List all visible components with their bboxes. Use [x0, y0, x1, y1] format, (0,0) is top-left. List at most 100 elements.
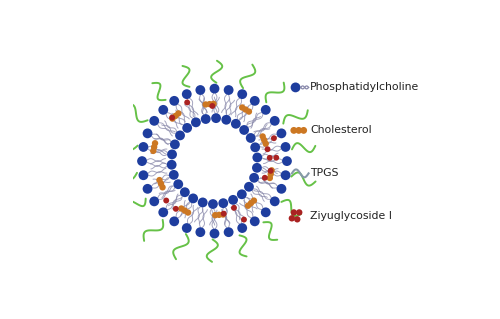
Circle shape	[261, 105, 270, 115]
Circle shape	[170, 139, 180, 149]
Text: TPGS: TPGS	[310, 168, 339, 178]
Circle shape	[210, 103, 216, 109]
Circle shape	[260, 133, 266, 140]
Circle shape	[224, 85, 234, 95]
Circle shape	[182, 123, 192, 133]
Circle shape	[152, 140, 158, 146]
Circle shape	[175, 110, 182, 117]
Circle shape	[276, 129, 286, 138]
Circle shape	[282, 156, 292, 166]
Circle shape	[261, 207, 270, 217]
Circle shape	[170, 96, 179, 106]
Circle shape	[158, 207, 168, 217]
Circle shape	[244, 182, 254, 192]
Circle shape	[231, 205, 237, 211]
Circle shape	[267, 155, 272, 161]
Circle shape	[296, 127, 302, 134]
Circle shape	[290, 83, 300, 92]
Circle shape	[164, 197, 169, 204]
Circle shape	[182, 89, 192, 99]
Circle shape	[184, 100, 190, 105]
Circle shape	[288, 215, 295, 221]
Circle shape	[172, 113, 178, 119]
Circle shape	[218, 198, 228, 208]
Circle shape	[202, 101, 209, 108]
Circle shape	[250, 142, 260, 152]
Circle shape	[212, 212, 218, 219]
Circle shape	[290, 127, 298, 134]
Circle shape	[231, 119, 240, 129]
Circle shape	[222, 115, 231, 125]
Circle shape	[170, 216, 179, 226]
Circle shape	[296, 209, 302, 216]
Text: Ziyuglycoside I: Ziyuglycoside I	[310, 211, 392, 221]
Circle shape	[156, 177, 162, 183]
Circle shape	[266, 175, 273, 181]
Circle shape	[300, 127, 307, 134]
Circle shape	[264, 146, 270, 152]
Circle shape	[169, 115, 175, 122]
Circle shape	[169, 170, 178, 180]
Circle shape	[188, 194, 198, 203]
Circle shape	[220, 211, 226, 218]
Circle shape	[242, 106, 249, 113]
Circle shape	[180, 187, 190, 197]
Circle shape	[185, 209, 191, 216]
Circle shape	[216, 211, 222, 218]
Circle shape	[238, 223, 247, 233]
Circle shape	[290, 209, 297, 216]
Circle shape	[262, 140, 269, 147]
Circle shape	[210, 229, 220, 239]
Circle shape	[210, 84, 220, 93]
Circle shape	[271, 135, 277, 141]
Circle shape	[211, 113, 221, 123]
Circle shape	[221, 211, 226, 217]
Circle shape	[245, 203, 251, 209]
Circle shape	[191, 117, 201, 127]
Circle shape	[270, 197, 280, 206]
Circle shape	[252, 163, 262, 173]
Circle shape	[248, 200, 254, 206]
Circle shape	[182, 223, 192, 233]
Circle shape	[150, 116, 159, 126]
Circle shape	[262, 175, 268, 181]
Circle shape	[210, 100, 216, 107]
Circle shape	[224, 227, 234, 237]
Circle shape	[142, 129, 152, 138]
Text: Cholesterol: Cholesterol	[310, 125, 372, 135]
Circle shape	[196, 85, 205, 95]
Circle shape	[138, 142, 148, 152]
Circle shape	[160, 184, 166, 190]
Circle shape	[198, 197, 207, 207]
Circle shape	[268, 168, 274, 174]
Circle shape	[238, 89, 247, 99]
Circle shape	[151, 144, 158, 150]
Circle shape	[276, 184, 286, 194]
Circle shape	[246, 133, 256, 143]
Circle shape	[252, 152, 262, 162]
Circle shape	[173, 206, 179, 212]
Circle shape	[250, 216, 260, 226]
Circle shape	[167, 150, 177, 159]
Circle shape	[250, 96, 260, 106]
Circle shape	[280, 170, 290, 180]
Circle shape	[268, 171, 274, 177]
Circle shape	[228, 195, 238, 205]
Circle shape	[206, 101, 213, 107]
Circle shape	[142, 184, 152, 194]
Circle shape	[208, 199, 218, 209]
Circle shape	[196, 227, 205, 237]
Circle shape	[138, 170, 148, 180]
Circle shape	[201, 114, 210, 124]
Circle shape	[270, 116, 280, 126]
Circle shape	[241, 217, 247, 223]
Circle shape	[166, 160, 176, 170]
Circle shape	[239, 104, 246, 111]
Circle shape	[249, 173, 259, 183]
Circle shape	[261, 137, 268, 143]
Circle shape	[250, 197, 257, 204]
Circle shape	[137, 156, 147, 166]
Text: Phosphatidylcholine: Phosphatidylcholine	[310, 82, 420, 93]
Circle shape	[237, 189, 246, 199]
Circle shape	[280, 142, 290, 152]
